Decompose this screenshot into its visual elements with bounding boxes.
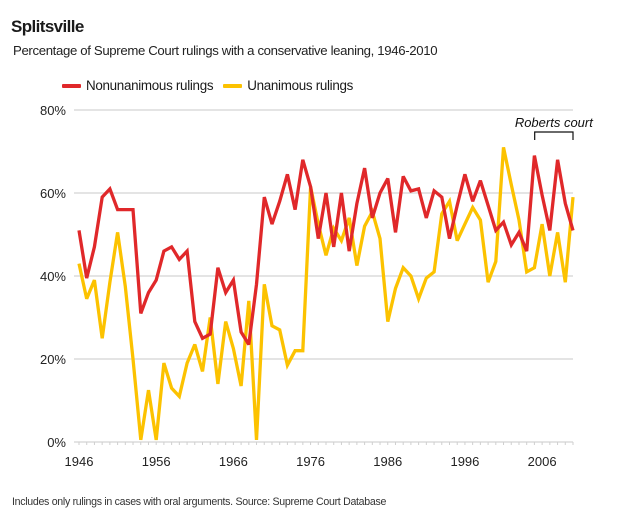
x-tick-label: 1966 (219, 454, 248, 469)
legend-label-nonunanimous: Nonunanimous rulings (86, 78, 214, 93)
x-tick-label: 2006 (528, 454, 557, 469)
roberts-court-bracket (534, 131, 574, 140)
chart-title: Splitsville (11, 17, 84, 36)
legend-label-unanimous: Unanimous rulings (247, 78, 354, 93)
y-tick-label: 60% (40, 186, 66, 201)
y-tick-label: 80% (40, 103, 66, 118)
chart-subtitle: Percentage of Supreme Court rulings with… (13, 43, 438, 58)
data-points-nonunanimous (78, 155, 574, 345)
legend-item-unanimous: Unanimous rulings (223, 78, 353, 93)
legend-swatch-unanimous (223, 83, 243, 88)
x-tick-label: 1956 (142, 454, 171, 469)
y-tick-label: 40% (40, 269, 66, 284)
y-tick-label: 0% (47, 435, 66, 450)
legend-swatch-nonunanimous (62, 83, 81, 88)
y-axis: 0% 20% 40% 60% 80% (40, 103, 66, 450)
roberts-court-label: Roberts court (515, 115, 594, 130)
chart-legend: Nonunanimous rulings Unanimous rulings (62, 78, 363, 93)
x-tick-label: 1976 (296, 454, 325, 469)
annotations: Roberts court (515, 115, 594, 140)
x-tick-label: 1946 (65, 454, 94, 469)
series-lines (77, 147, 575, 441)
x-tick-label: 1986 (373, 454, 402, 469)
x-axis: 1946 1956 1966 1976 1986 1996 2006 (65, 442, 574, 469)
y-tick-label: 20% (40, 352, 66, 367)
series-line-unanimous (77, 147, 575, 441)
x-tick-label: 1996 (450, 454, 479, 469)
legend-item-nonunanimous: Nonunanimous rulings (62, 78, 214, 93)
footnote: Includes only rulings in cases with oral… (12, 496, 387, 508)
